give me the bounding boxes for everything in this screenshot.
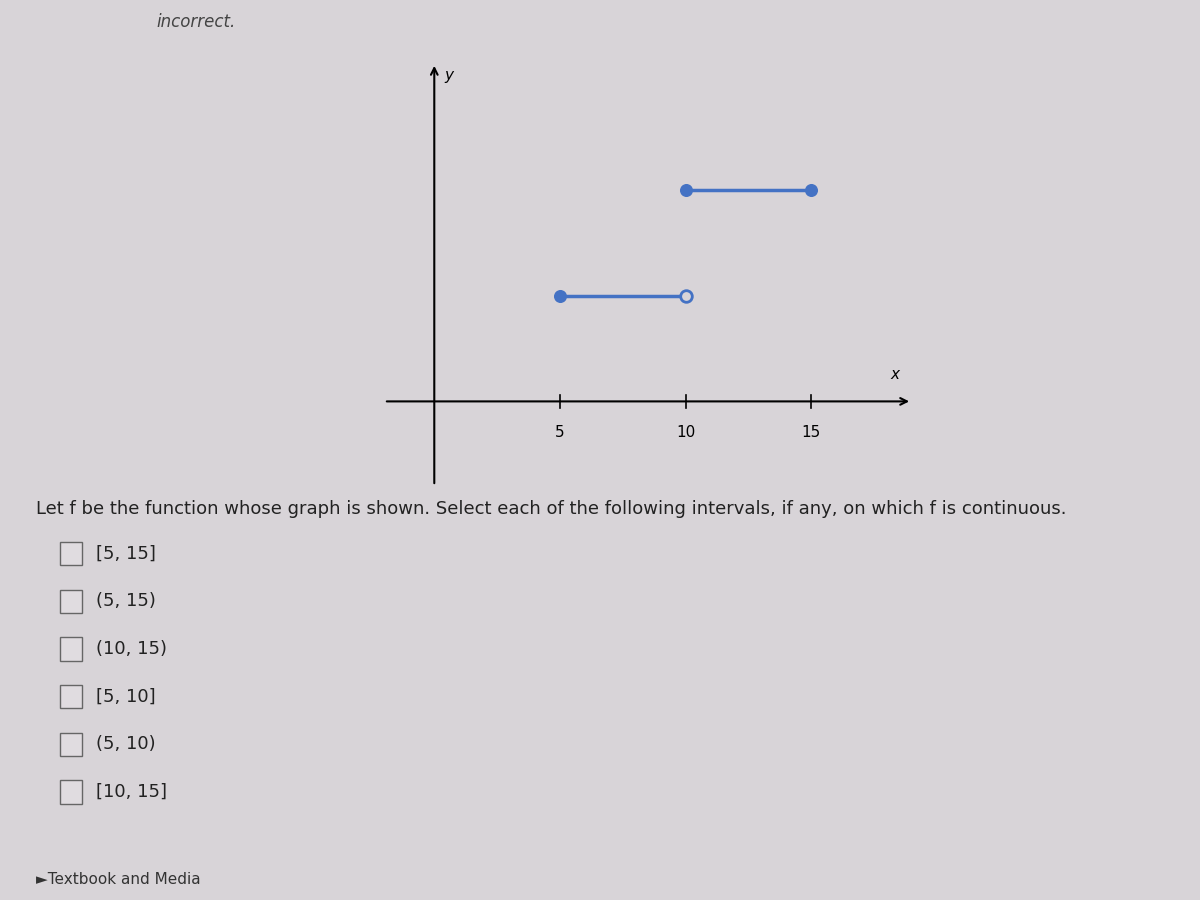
Text: Let f be the function whose graph is shown. Select each of the following interva: Let f be the function whose graph is sho… <box>36 500 1067 518</box>
Text: [10, 15]: [10, 15] <box>96 783 167 801</box>
Point <box>551 288 570 302</box>
Text: (5, 15): (5, 15) <box>96 592 156 610</box>
Text: (5, 10): (5, 10) <box>96 735 156 753</box>
Text: x: x <box>890 367 900 382</box>
Text: incorrect.: incorrect. <box>156 14 235 32</box>
Text: 15: 15 <box>802 425 821 440</box>
Point <box>676 288 695 302</box>
Text: [5, 15]: [5, 15] <box>96 544 156 562</box>
Point <box>802 183 821 197</box>
Text: [5, 10]: [5, 10] <box>96 688 156 706</box>
Text: y: y <box>444 68 454 84</box>
Text: 5: 5 <box>556 425 565 440</box>
Text: (10, 15): (10, 15) <box>96 640 167 658</box>
Text: 10: 10 <box>676 425 695 440</box>
Text: ►Textbook and Media: ►Textbook and Media <box>36 871 200 886</box>
Point <box>676 183 695 197</box>
